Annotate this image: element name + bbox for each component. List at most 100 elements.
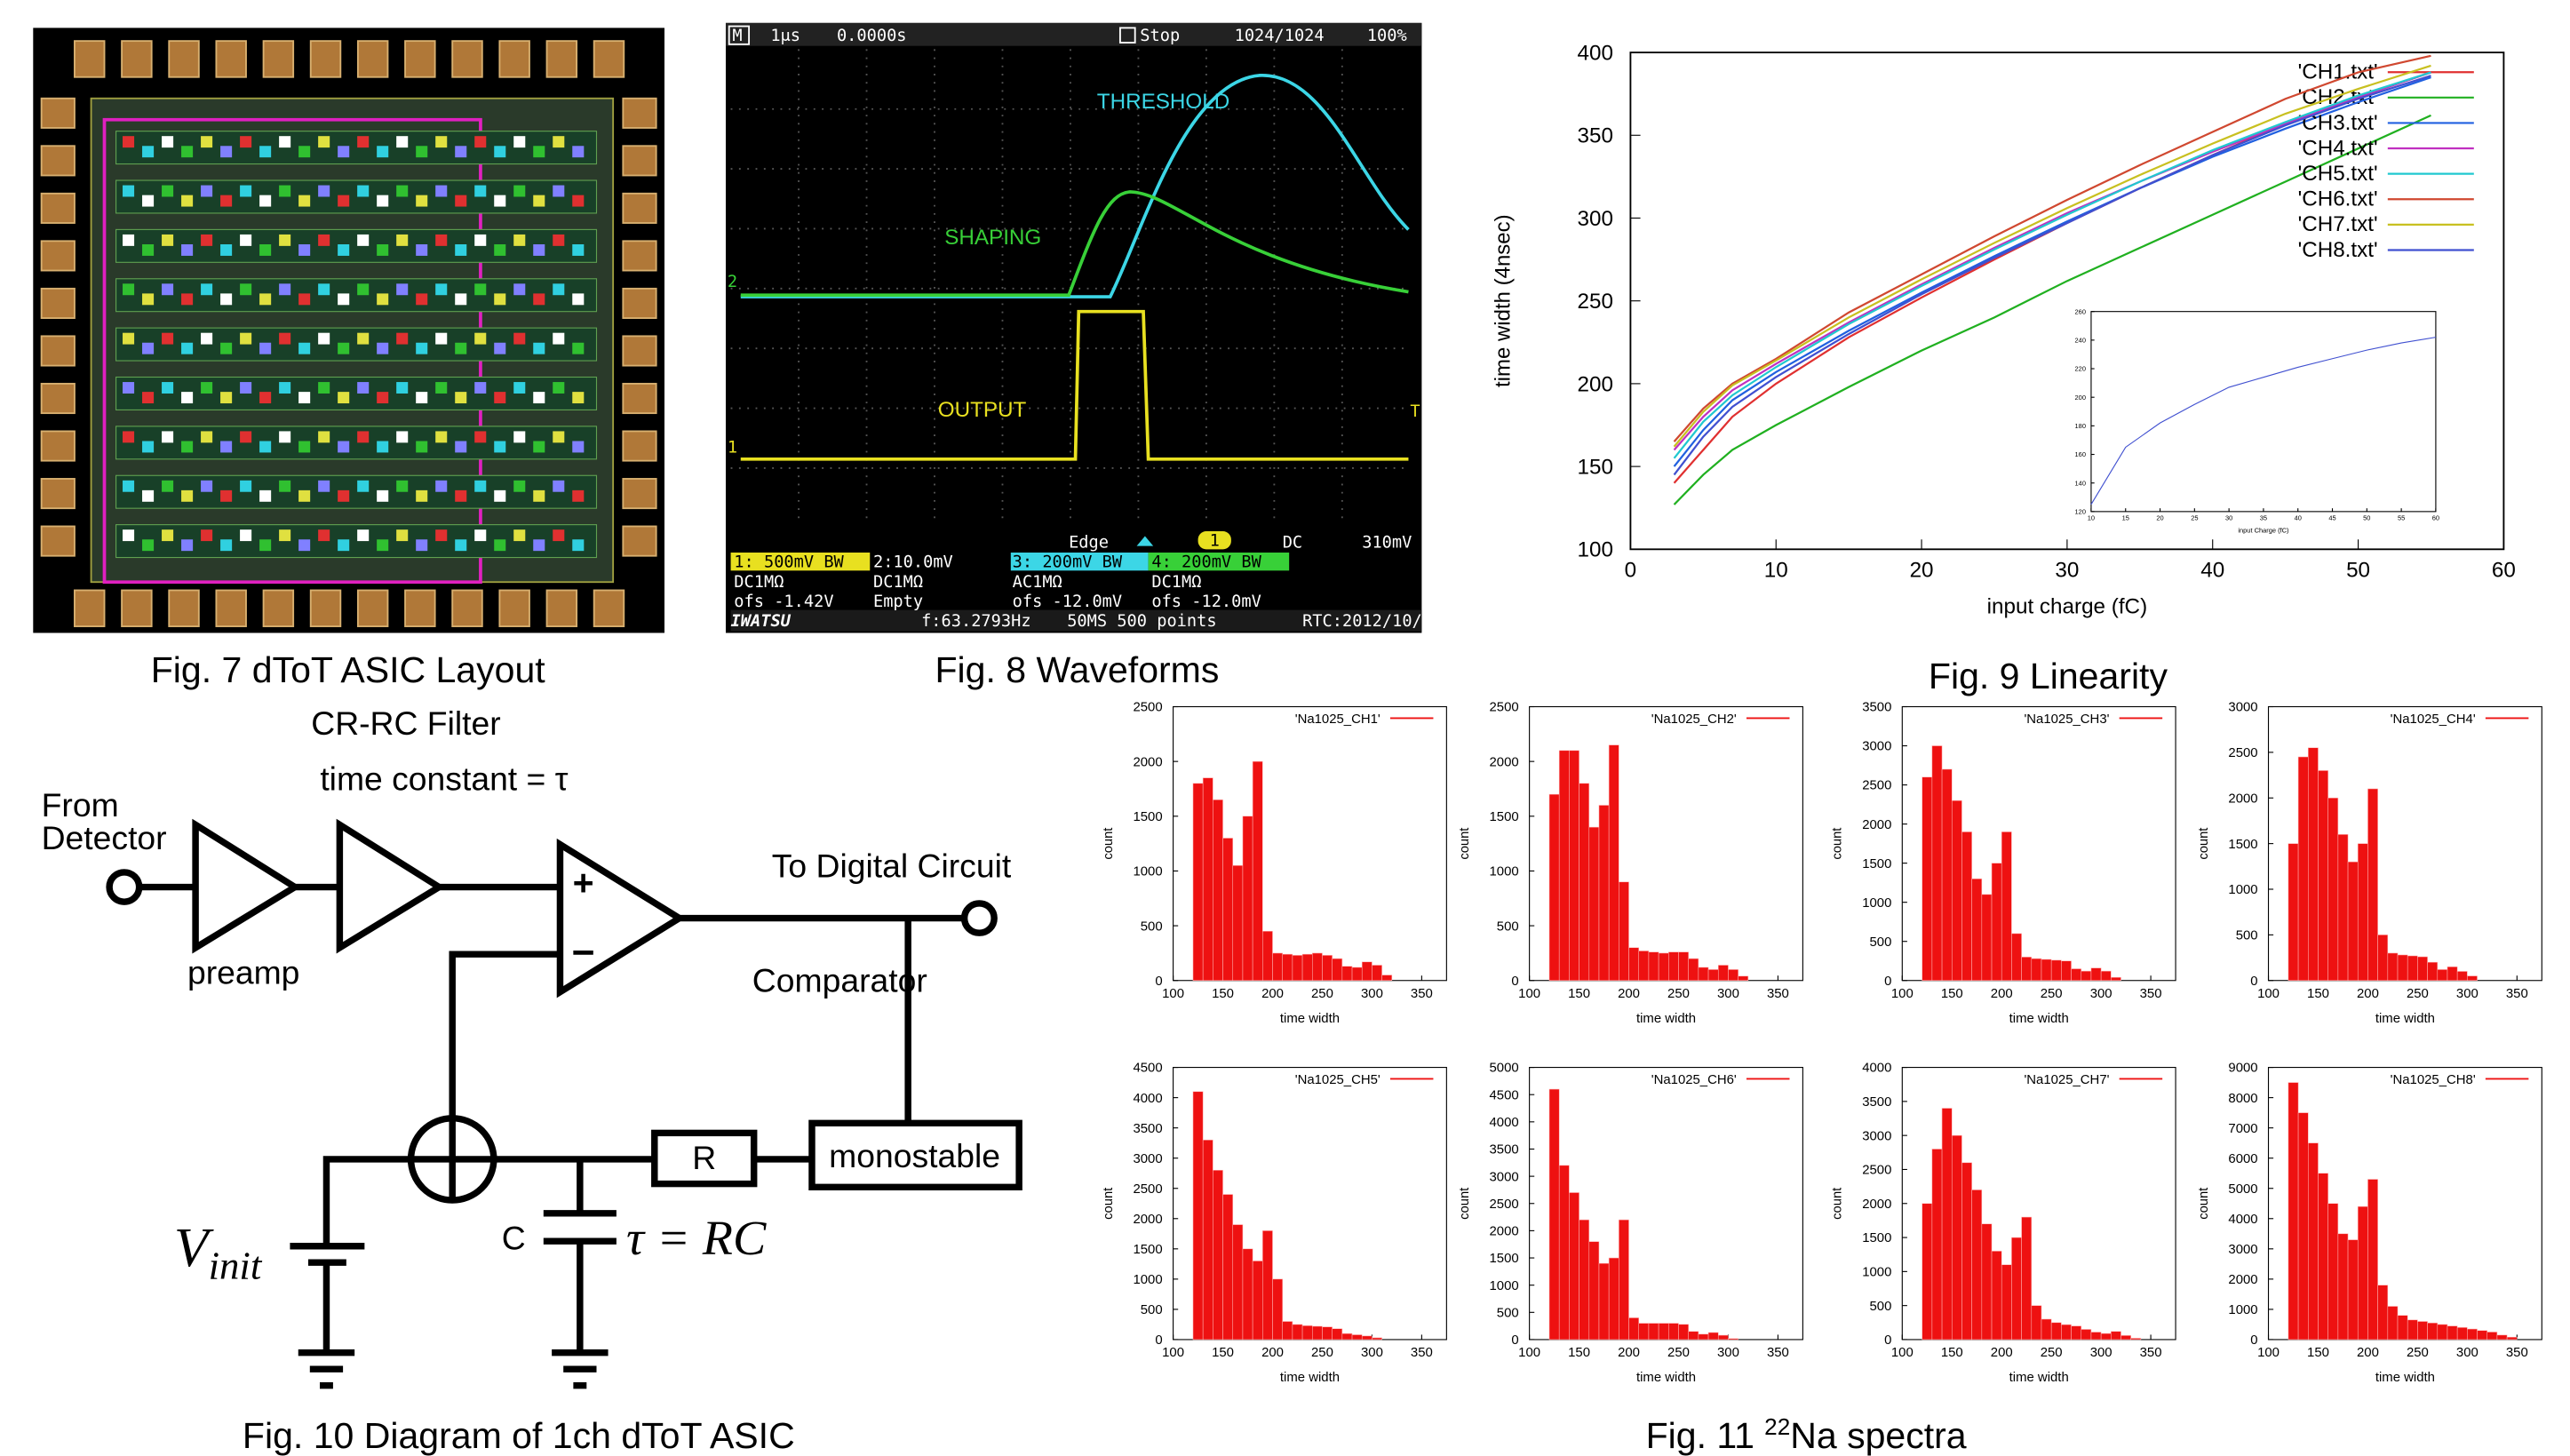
cell (494, 293, 506, 306)
histogram-bar (2407, 955, 2418, 982)
cell (513, 529, 526, 542)
pad (262, 589, 295, 627)
y-tick-label: 500 (2236, 929, 2258, 943)
histogram-bar (2100, 1333, 2112, 1341)
cell (416, 146, 428, 158)
x-tick-label: 150 (1212, 1346, 1234, 1360)
cell (455, 293, 467, 306)
x-tick-label: 350 (2140, 1346, 2162, 1360)
legend-label: 'CH7.txt' (2298, 212, 2378, 236)
histogram-bar (1931, 1149, 1943, 1341)
y-tick-label: 0 (1155, 975, 1162, 989)
y-tick-label: 5000 (2228, 1182, 2257, 1197)
histogram-bar (1361, 1335, 1373, 1341)
cell (396, 185, 409, 197)
cell (279, 332, 291, 345)
histogram-bar (1548, 1088, 1560, 1341)
histogram-bar (2308, 747, 2319, 982)
histogram-bar (1202, 1139, 1213, 1341)
y-tick-label: 0 (1511, 1333, 1518, 1348)
y-tick-label: 100 (1578, 538, 1613, 562)
y-tick-label: 160 (2075, 450, 2086, 458)
histogram-bar (2456, 1327, 2468, 1341)
histogram-bar (1292, 955, 1303, 982)
trigger-mode: Edge (1069, 534, 1109, 553)
histogram-bar (1282, 953, 1293, 982)
histogram-bar (2120, 1335, 2131, 1341)
histogram-bar (2467, 1328, 2478, 1341)
cell (572, 293, 585, 306)
cell (455, 489, 467, 502)
y-tick-label: 3500 (1133, 1122, 1162, 1136)
cell (279, 480, 291, 492)
histogram-bar (1301, 953, 1313, 982)
histogram-bar (1341, 966, 1353, 982)
series-line (1673, 71, 2431, 459)
scope-timebase: 1μs (770, 27, 800, 45)
cell (357, 382, 370, 394)
mode-box (728, 25, 751, 45)
cell (142, 146, 155, 158)
y-tick-label: 200 (2075, 394, 2086, 402)
histogram-bar (2347, 1239, 2359, 1341)
cell (220, 342, 233, 354)
y-tick-label: 1500 (2228, 838, 2257, 852)
x-tick-label: 200 (1261, 987, 1284, 1001)
x-tick-label: 60 (2492, 559, 2516, 583)
histogram-bar (1372, 1337, 1382, 1341)
histogram-bar (2081, 970, 2092, 982)
histogram-bar (1941, 1108, 1953, 1341)
x-tick-label: 300 (1717, 1346, 1739, 1360)
cell (318, 185, 330, 197)
comparator-label: Comparator (752, 962, 927, 999)
cell (142, 539, 155, 552)
source-label: From (42, 786, 119, 823)
x-tick-label: 150 (1212, 987, 1234, 1001)
pad (121, 40, 153, 78)
y-tick-label: 3000 (1862, 740, 1891, 754)
y-tick-label: 2000 (1133, 1213, 1162, 1227)
pad (40, 240, 76, 272)
x-tick-label: 300 (1361, 987, 1383, 1001)
cell (181, 293, 194, 306)
pad (215, 589, 247, 627)
y-tick-label: 1500 (1133, 1243, 1162, 1257)
x-tick-label: 30 (2225, 513, 2232, 521)
x-tick-label: 200 (2357, 987, 2379, 1001)
histogram-bar (1569, 1192, 1579, 1341)
y-tick-label: 2000 (2228, 792, 2257, 806)
cell (553, 332, 565, 345)
relation-label: τ = RC (626, 1211, 767, 1266)
histogram-bar (1619, 881, 1629, 982)
histogram-bar (1213, 1170, 1223, 1341)
histogram-bar (2496, 1334, 2508, 1341)
caption-suffix: Na spectra (1790, 1415, 1967, 1456)
cell (455, 539, 467, 552)
cell (513, 431, 526, 443)
x-tick-label: 150 (2307, 987, 2329, 1001)
cell (455, 195, 467, 207)
x-tick-label: 200 (1261, 1346, 1284, 1360)
pad (309, 589, 342, 627)
histogram-bar (2427, 961, 2439, 982)
histogram-bar (1292, 1324, 1303, 1341)
cell (338, 539, 350, 552)
vinit-subscript: init (209, 1244, 263, 1288)
y-axis-label: count (1102, 827, 1116, 860)
x-tick-label: 100 (1518, 987, 1540, 1001)
x-tick-label: 100 (1162, 987, 1184, 1001)
cell (201, 382, 213, 394)
vinit-symbol: V (174, 1216, 214, 1278)
histogram-bar (2477, 1330, 2488, 1341)
cell (279, 136, 291, 148)
channel-coupling: DC1MΩ (1151, 573, 1201, 592)
cell (279, 382, 291, 394)
y-tick-label: 3000 (2228, 1243, 2257, 1257)
cell (142, 441, 155, 453)
cell (416, 489, 428, 502)
y-tick-label: 3500 (1862, 701, 1891, 715)
x-axis-label: time width (2009, 1012, 2069, 1026)
y-tick-label: 2000 (1862, 1197, 1891, 1212)
cell (435, 136, 448, 148)
scope-delay: 0.0000s (837, 27, 907, 45)
